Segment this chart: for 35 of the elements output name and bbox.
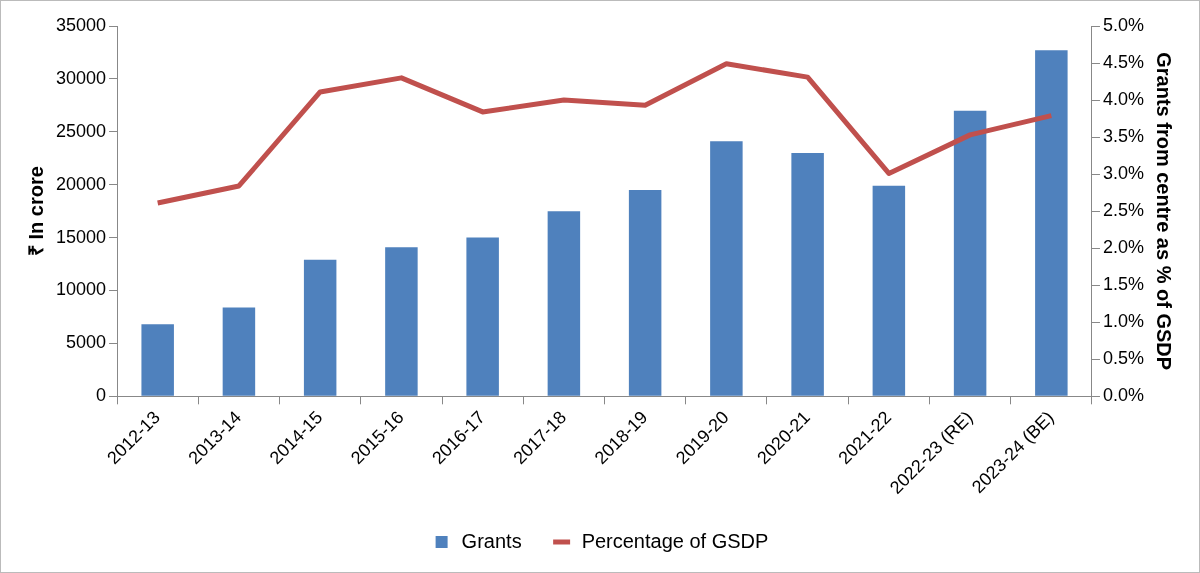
- bar: [385, 247, 418, 396]
- bar: [303, 259, 337, 396]
- y2-axis-title: Grants from centre as % of GSDP: [1153, 52, 1176, 371]
- bar: [628, 190, 662, 396]
- y-tick-label: 25000: [55, 120, 107, 141]
- bar: [872, 185, 906, 396]
- y-tick-label: 5000: [66, 332, 107, 353]
- y-tick-label: 30000: [55, 67, 107, 88]
- y2-tick-label: 1.0%: [1102, 311, 1144, 332]
- legend-label: Grants: [461, 529, 522, 552]
- legend-label: Percentage of GSDP: [581, 529, 769, 552]
- y-tick-label: 20000: [55, 173, 107, 194]
- bar: [791, 152, 824, 396]
- y-tick-label: 0: [96, 385, 107, 406]
- bar: [222, 307, 256, 396]
- y2-tick-label: 1.5%: [1102, 274, 1144, 295]
- bar: [141, 324, 174, 396]
- y2-tick-label: 3.0%: [1102, 163, 1144, 184]
- y-tick-label: 15000: [55, 226, 107, 247]
- y-tick-label: 10000: [55, 279, 107, 300]
- bar: [710, 141, 743, 396]
- bar: [1035, 50, 1068, 396]
- y2-tick-label: 4.0%: [1102, 89, 1144, 110]
- y2-tick-label: 0.0%: [1102, 385, 1144, 406]
- bar: [953, 110, 987, 396]
- y2-tick-label: 0.5%: [1102, 348, 1144, 369]
- y2-tick-label: 2.0%: [1102, 237, 1144, 258]
- y-axis-title: ₹ In crore: [24, 166, 47, 257]
- y2-tick-label: 2.5%: [1102, 200, 1144, 221]
- y-tick-label: 35000: [55, 14, 107, 35]
- bar: [547, 211, 581, 396]
- bar: [466, 237, 499, 396]
- y2-tick-label: 5.0%: [1102, 14, 1144, 35]
- y2-tick-label: 4.5%: [1102, 52, 1144, 72]
- y2-tick-label: 3.5%: [1102, 126, 1144, 147]
